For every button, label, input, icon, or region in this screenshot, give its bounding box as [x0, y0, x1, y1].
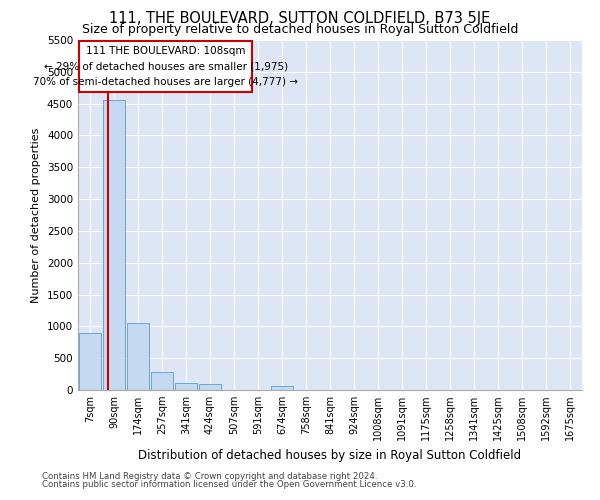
Text: Contains HM Land Registry data © Crown copyright and database right 2024.: Contains HM Land Registry data © Crown c… [42, 472, 377, 481]
Bar [103, 100, 125, 390]
Text: 111, THE BOULEVARD, SUTTON COLDFIELD, B73 5JE: 111, THE BOULEVARD, SUTTON COLDFIELD, B7… [109, 12, 491, 26]
X-axis label: Distribution of detached houses by size in Royal Sutton Coldfield: Distribution of detached houses by size … [139, 448, 521, 462]
Y-axis label: Number of detached properties: Number of detached properties [31, 128, 41, 302]
Bar [271, 386, 293, 390]
Bar [79, 332, 101, 390]
Bar [151, 372, 173, 390]
Bar [199, 384, 221, 390]
FancyBboxPatch shape [79, 42, 252, 92]
Text: Contains public sector information licensed under the Open Government Licence v3: Contains public sector information licen… [42, 480, 416, 489]
Bar [175, 384, 197, 390]
Text: 111 THE BOULEVARD: 108sqm
← 29% of detached houses are smaller (1,975)
70% of se: 111 THE BOULEVARD: 108sqm ← 29% of detac… [33, 46, 298, 87]
Bar [127, 322, 149, 390]
Text: Size of property relative to detached houses in Royal Sutton Coldfield: Size of property relative to detached ho… [82, 23, 518, 36]
